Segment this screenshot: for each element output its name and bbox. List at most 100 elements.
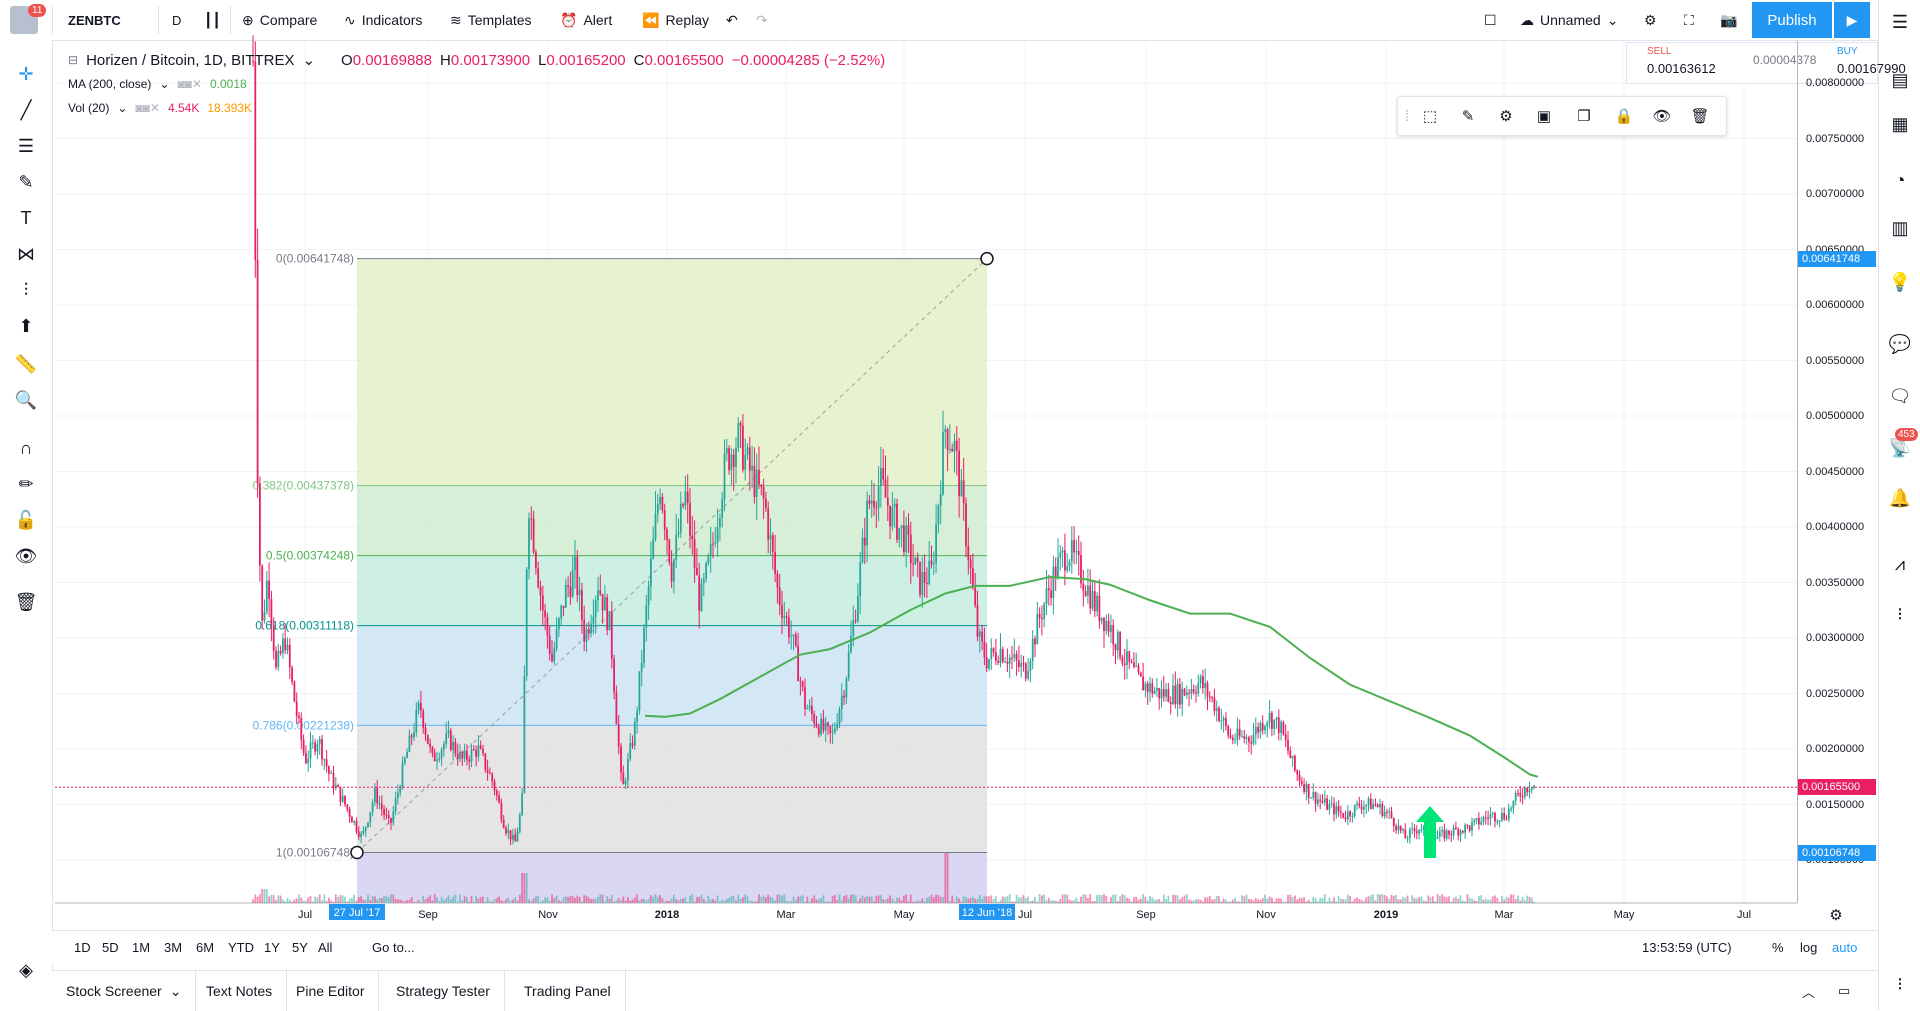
volume-bar xyxy=(445,897,448,903)
ideas-icon[interactable]: 💡 xyxy=(1888,271,1912,292)
data-window-icon[interactable]: ▦ xyxy=(1891,113,1909,134)
settings-button[interactable]: ⚙ xyxy=(1644,0,1657,40)
vol-controls[interactable]: ◙◙✕ xyxy=(135,101,160,115)
arrow-up-icon[interactable]: ⬆ xyxy=(18,315,34,336)
timeframe-5d[interactable]: 5D xyxy=(102,940,119,955)
visibility-icon[interactable]: ▣ xyxy=(1536,108,1552,125)
collapse-icon[interactable]: ⊟ xyxy=(68,53,79,67)
clock-display[interactable]: 13:53:59 (UTC) xyxy=(1642,940,1732,955)
timeframe-1d[interactable]: 1D xyxy=(74,940,91,955)
chart-trend-icon[interactable]: ⩘ xyxy=(1894,553,1906,574)
volume-bar xyxy=(392,894,395,903)
goto-button[interactable]: Go to... xyxy=(372,940,415,955)
timeframe-5y[interactable]: 5Y xyxy=(292,940,308,955)
chats-icon[interactable]: 💬 xyxy=(1888,333,1912,354)
timeframe-3m[interactable]: 3M xyxy=(164,940,183,955)
tab-trading-panel[interactable]: Trading Panel xyxy=(510,971,626,1011)
alert-button[interactable]: ⏰ Alert xyxy=(560,0,612,40)
layout-selector[interactable]: ☁ Unnamed ⌄ xyxy=(1520,0,1618,40)
eye-icon[interactable]: 👁 xyxy=(1652,108,1672,125)
snapshot-button[interactable]: 📷 xyxy=(1720,0,1737,40)
crosshair-icon[interactable]: ✛ xyxy=(18,63,34,84)
replay-button[interactable]: ⏪ Replay xyxy=(642,0,709,40)
volume-bar xyxy=(1356,897,1358,903)
gear-icon[interactable]: ⚙ xyxy=(1499,108,1513,125)
chart-style-button[interactable]: ┃┃ xyxy=(204,0,221,40)
publish-button[interactable]: Publish xyxy=(1752,2,1832,38)
volume-bar xyxy=(601,894,604,903)
pattern-icon[interactable]: ⋈ xyxy=(17,243,35,264)
chat-icon[interactable]: 🗨 xyxy=(1888,385,1912,406)
magnet-icon[interactable]: ∩ xyxy=(19,437,33,458)
publish-menu-button[interactable]: ▶ xyxy=(1834,2,1870,38)
volume-bar xyxy=(1312,896,1315,903)
compare-button[interactable]: ⊕ Compare xyxy=(242,0,317,40)
timeframe-all[interactable]: All xyxy=(318,940,333,955)
auto-toggle[interactable]: auto xyxy=(1832,940,1858,955)
candle-body xyxy=(955,440,958,451)
horizontal-lines-icon[interactable]: ☰ xyxy=(17,135,35,156)
undo-button[interactable]: ↶ xyxy=(726,0,738,40)
pencil-lock-icon[interactable]: ✏ xyxy=(18,473,34,494)
watchlist-icon[interactable]: ☰ xyxy=(1891,11,1909,32)
chevron-down-icon[interactable]: ⌄ xyxy=(159,77,170,91)
chevron-up-icon[interactable]: ︿ xyxy=(1802,984,1816,1000)
timeframe-6m[interactable]: 6M xyxy=(196,940,215,955)
prediction-icon[interactable]: ⫶ xyxy=(23,279,29,300)
eye-icon[interactable]: 👁 xyxy=(14,545,38,566)
ma-controls[interactable]: ◙◙✕ xyxy=(177,77,202,91)
clock-icon[interactable]: ◔ xyxy=(1894,169,1906,190)
timeframe-1y[interactable]: 1Y xyxy=(264,940,280,955)
tab-stock-screener[interactable]: Stock Screener ⌄ xyxy=(52,971,197,1011)
layers-icon[interactable]: ◈ xyxy=(19,959,33,980)
fullscreen-toggle[interactable]: ☐ xyxy=(1484,0,1497,40)
sell-button[interactable]: 0.00163612 xyxy=(1647,61,1716,76)
symbol-search[interactable]: ZENBTC xyxy=(68,12,121,28)
order-book-icon[interactable]: ⁝ xyxy=(1897,603,1903,624)
calendar-icon[interactable]: ▥ xyxy=(1891,217,1909,238)
trash-icon[interactable]: 🗑 xyxy=(1690,108,1710,125)
tab-text-notes[interactable]: Text Notes xyxy=(192,971,288,1011)
interval-selector[interactable]: D xyxy=(172,12,182,28)
lock-icon[interactable]: 🔓 xyxy=(14,509,38,530)
zoom-in-icon[interactable]: 🔍 xyxy=(14,389,38,410)
clone-icon[interactable]: ❐ xyxy=(1577,108,1591,125)
template-icon[interactable]: ⬚ xyxy=(1422,108,1438,125)
alerts-list-icon[interactable]: ▤ xyxy=(1891,69,1909,90)
trash-icon[interactable]: 🗑 xyxy=(14,591,38,612)
text-icon[interactable]: T xyxy=(20,207,32,228)
hotlist-icon[interactable]: ⁝ xyxy=(1897,973,1903,994)
volume-bar xyxy=(1505,896,1508,903)
expand-button[interactable]: ⛶ xyxy=(1684,0,1694,40)
bell-icon[interactable]: 🔔 xyxy=(1888,487,1912,508)
redo-button[interactable]: ↷ xyxy=(756,0,768,40)
candle-body xyxy=(1418,829,1420,834)
timeframe-1m[interactable]: 1M xyxy=(132,940,151,955)
maximize-icon[interactable]: ▭ xyxy=(1838,983,1851,998)
candle-body xyxy=(1452,827,1455,836)
lock-icon[interactable]: 🔒 xyxy=(1614,108,1634,125)
drag-handle-icon[interactable]: ⁞ xyxy=(1404,107,1410,125)
ma-label[interactable]: MA (200, close) xyxy=(68,77,152,91)
chevron-down-icon[interactable]: ⌄ xyxy=(302,52,316,69)
price-chart[interactable]: 0(0.00641748) 0.382(0.00437378) 0.5(0.0037… xyxy=(0,0,1878,930)
ruler-icon[interactable]: 📏 xyxy=(14,353,38,374)
line-color-icon[interactable]: ✎ xyxy=(1461,108,1475,125)
brush-icon[interactable]: ✎ xyxy=(18,171,34,192)
trend-line-icon[interactable]: ╱ xyxy=(20,99,32,120)
streams-icon[interactable]: 📡 xyxy=(1888,437,1912,458)
candle-body xyxy=(1372,803,1374,810)
chevron-down-icon[interactable]: ⌄ xyxy=(117,101,128,115)
buy-button[interactable]: 0.00167990 xyxy=(1837,61,1906,76)
vol-label[interactable]: Vol (20) xyxy=(68,101,110,115)
log-toggle[interactable]: log xyxy=(1800,940,1818,955)
symbol-title[interactable]: Horizen / Bitcoin, 1D, BITTREX xyxy=(86,51,295,69)
indicators-button[interactable]: ∿ Indicators xyxy=(344,0,422,40)
volume-bar xyxy=(1213,898,1216,903)
percent-toggle[interactable]: % xyxy=(1772,940,1784,955)
tab-strategy-tester[interactable]: Strategy Tester xyxy=(382,971,505,1011)
price-axis[interactable]: 0.00800000 0.00750000 0.00700000 0.00650000… xyxy=(1797,41,1878,903)
templates-button[interactable]: ≋ Templates xyxy=(450,0,532,40)
tab-pine-editor[interactable]: Pine Editor xyxy=(282,971,380,1011)
timeframe-ytd[interactable]: YTD xyxy=(228,940,254,955)
